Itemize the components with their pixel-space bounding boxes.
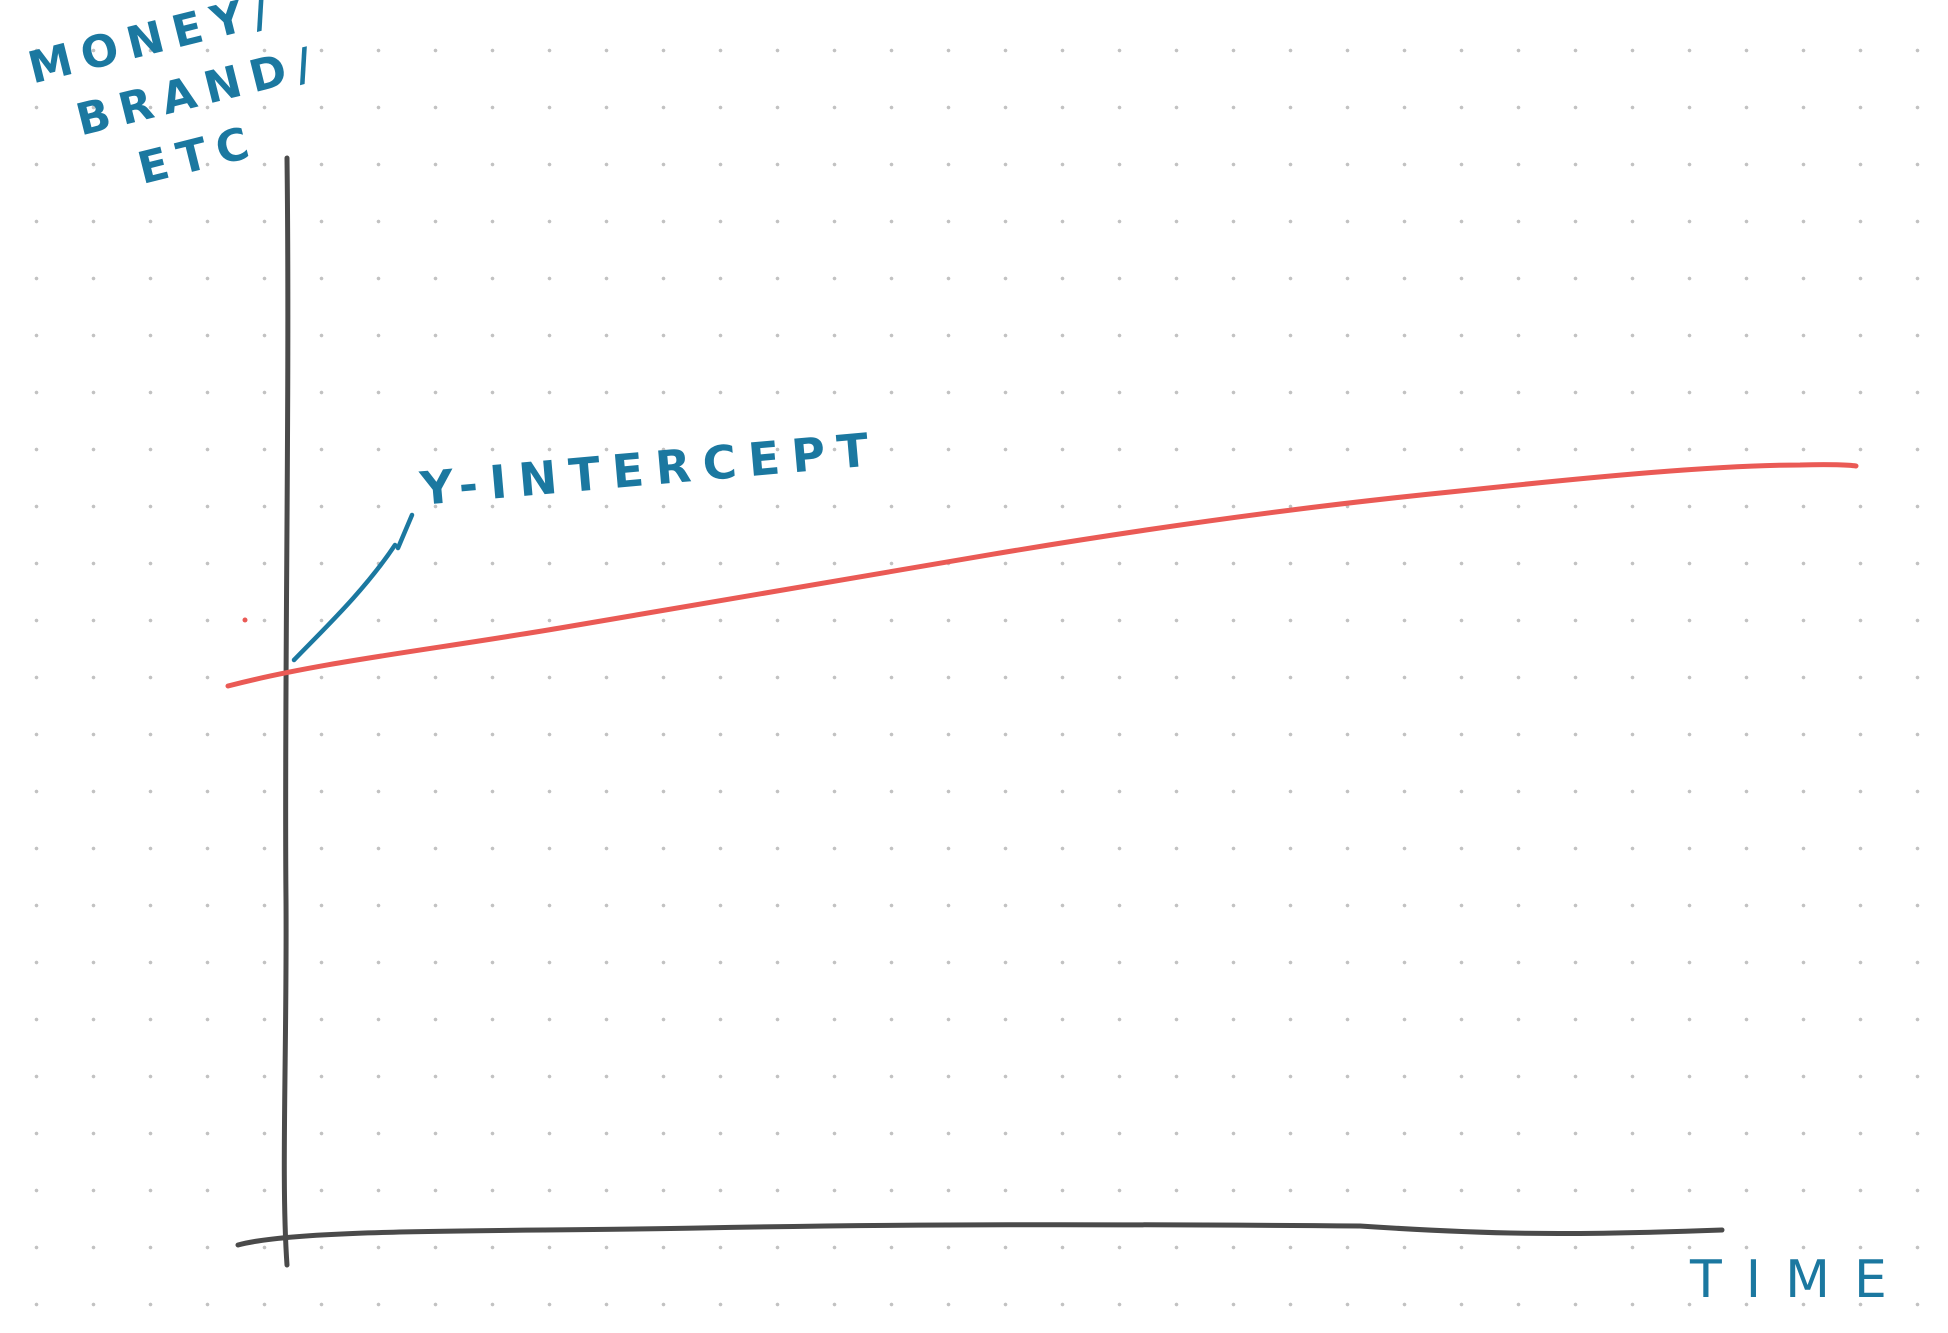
intercept-leader-line	[291, 542, 398, 663]
stray-dot	[242, 617, 248, 623]
x-axis-label: TIME	[1690, 1250, 1911, 1310]
y-axis	[281, 155, 291, 1268]
x-axis	[235, 1222, 1725, 1248]
intercept-leader-tick	[395, 512, 415, 551]
growth-curve	[225, 462, 1859, 689]
